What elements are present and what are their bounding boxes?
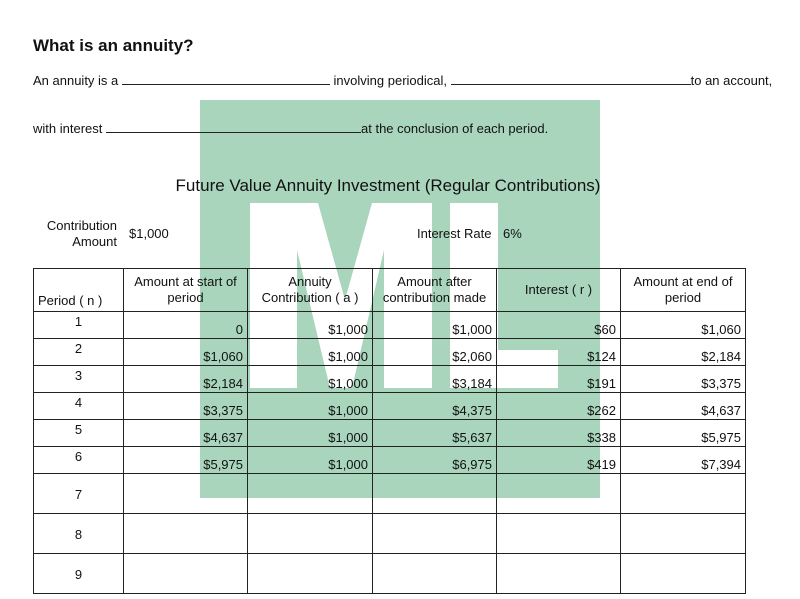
cell-after-contribution: $2,060: [372, 338, 497, 366]
cell-after-contribution: $5,637: [372, 419, 497, 447]
line1-text-c: to an account,: [690, 73, 773, 88]
cell-period: 6: [33, 446, 124, 474]
annuity-table: Period ( n ) Amount at start of period A…: [33, 268, 746, 594]
table-row: 6 $5,975 $1,000 $6,975 $419 $7,394: [33, 446, 746, 474]
cell-after-contribution: $1,000: [372, 311, 497, 339]
cell-end-amount[interactable]: [620, 513, 746, 554]
line1-text-b: involving periodical,: [333, 73, 447, 88]
cell-end-amount: $5,975: [620, 419, 746, 447]
cell-contribution: $1,000: [247, 311, 373, 339]
cell-after-contribution: $6,975: [372, 446, 497, 474]
contribution-label-line2: Amount: [72, 234, 117, 249]
cell-after-contribution: $3,184: [372, 365, 497, 393]
cell-end-amount[interactable]: [620, 473, 746, 514]
header-after-contribution: Amount after contribution made: [372, 268, 497, 312]
header-end-amount: Amount at end of period: [620, 268, 746, 312]
cell-after-contribution: $4,375: [372, 392, 497, 420]
fill-in-blank-2[interactable]: [450, 72, 691, 85]
table-row: 8: [33, 513, 746, 554]
table-row: 2 $1,060 $1,000 $2,060 $124 $2,184: [33, 338, 746, 366]
cell-interest[interactable]: [496, 553, 621, 594]
cell-contribution: $1,000: [247, 338, 373, 366]
cell-interest: $262: [496, 392, 621, 420]
header-period: Period ( n ): [33, 268, 124, 312]
cell-end-amount[interactable]: [620, 553, 746, 594]
cell-period: 8: [33, 513, 124, 554]
line2-text-b: at the conclusion of each period.: [361, 121, 549, 136]
cell-after-contribution[interactable]: [372, 473, 497, 514]
cell-contribution: $1,000: [247, 446, 373, 474]
table-header-row: Period ( n ) Amount at start of period A…: [33, 268, 746, 312]
table-title: Future Value Annuity Investment (Regular…: [175, 176, 601, 195]
cell-start-amount[interactable]: [123, 473, 248, 514]
cell-contribution[interactable]: [247, 553, 373, 594]
cell-period: 5: [33, 419, 124, 447]
cell-start-amount: $1,060: [123, 338, 248, 366]
interest-rate-label: Interest Rate: [417, 226, 492, 241]
cell-interest: $419: [496, 446, 621, 474]
line2-text-a: with interest: [33, 121, 103, 136]
page-heading: What is an annuity?: [33, 36, 194, 55]
header-interest: Interest ( r ): [496, 268, 621, 312]
table-row: 1 0 $1,000 $1,000 $60 $1,060: [33, 311, 746, 339]
cell-start-amount: $4,637: [123, 419, 248, 447]
definition-line-1: An annuity is a involving periodical, to…: [33, 72, 772, 88]
cell-end-amount: $2,184: [620, 338, 746, 366]
table-row: 4 $3,375 $1,000 $4,375 $262 $4,637: [33, 392, 746, 420]
cell-period: 1: [33, 311, 124, 339]
cell-contribution[interactable]: [247, 473, 373, 514]
cell-period: 7: [33, 473, 124, 514]
fill-in-blank-1[interactable]: [121, 72, 330, 85]
header-contribution: Annuity Contribution ( a ): [247, 268, 373, 312]
contribution-value: $1,000: [129, 226, 169, 241]
table-row: 7: [33, 473, 746, 514]
interest-rate-value: 6%: [503, 226, 522, 241]
cell-contribution[interactable]: [247, 513, 373, 554]
cell-contribution: $1,000: [247, 365, 373, 393]
cell-start-amount: $3,375: [123, 392, 248, 420]
fill-in-blank-3[interactable]: [106, 120, 361, 133]
cell-end-amount: $3,375: [620, 365, 746, 393]
cell-interest[interactable]: [496, 513, 621, 554]
definition-line-2: with interest at the conclusion of each …: [33, 120, 548, 136]
cell-start-amount: 0: [123, 311, 248, 339]
cell-interest: $124: [496, 338, 621, 366]
cell-period: 4: [33, 392, 124, 420]
cell-contribution: $1,000: [247, 419, 373, 447]
cell-period: 2: [33, 338, 124, 366]
line1-text-a: An annuity is a: [33, 73, 119, 88]
table-row: 5 $4,637 $1,000 $5,637 $338 $5,975: [33, 419, 746, 447]
contribution-label-line1: Contribution: [46, 218, 117, 233]
cell-interest[interactable]: [496, 473, 621, 514]
cell-period: 3: [33, 365, 124, 393]
cell-end-amount: $1,060: [620, 311, 746, 339]
contribution-label: Contribution Amount: [30, 218, 117, 250]
cell-interest: $191: [496, 365, 621, 393]
table-row: 9: [33, 553, 746, 594]
cell-after-contribution[interactable]: [372, 553, 497, 594]
cell-interest: $338: [496, 419, 621, 447]
cell-start-amount[interactable]: [123, 553, 248, 594]
cell-after-contribution[interactable]: [372, 513, 497, 554]
cell-start-amount: $2,184: [123, 365, 248, 393]
table-row: 3 $2,184 $1,000 $3,184 $191 $3,375: [33, 365, 746, 393]
cell-end-amount: $4,637: [620, 392, 746, 420]
cell-interest: $60: [496, 311, 621, 339]
cell-start-amount[interactable]: [123, 513, 248, 554]
cell-contribution: $1,000: [247, 392, 373, 420]
cell-period: 9: [33, 553, 124, 594]
cell-start-amount: $5,975: [123, 446, 248, 474]
cell-end-amount: $7,394: [620, 446, 746, 474]
header-start-amount: Amount at start of period: [123, 268, 248, 312]
